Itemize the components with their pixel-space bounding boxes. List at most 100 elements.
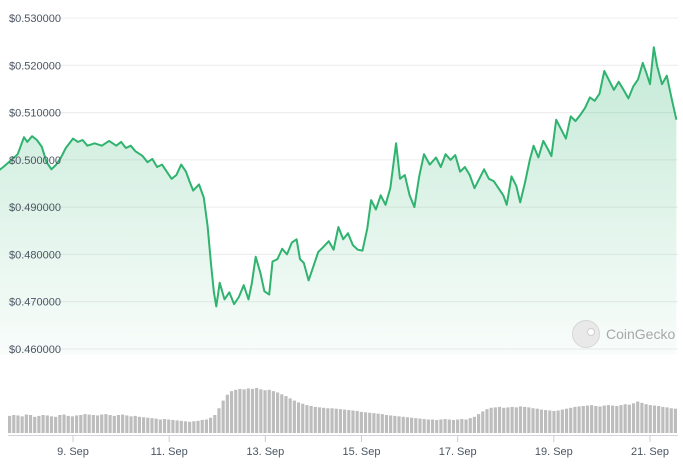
volume-bar <box>162 419 167 433</box>
volume-bar <box>146 417 150 433</box>
volume-bar <box>83 414 87 433</box>
volume-bar <box>422 419 426 433</box>
volume-bar <box>54 416 58 433</box>
volume-bar <box>284 396 288 433</box>
volume-bar <box>116 415 121 433</box>
volume-bar <box>225 394 229 433</box>
coingecko-watermark: CoinGecko <box>572 319 675 349</box>
volume-bar <box>246 388 250 433</box>
x-tick-label: 15. Sep <box>343 446 381 458</box>
volume-bar <box>330 408 334 433</box>
x-tick-label: 21. Sep <box>631 446 669 458</box>
volume-bar <box>343 409 347 433</box>
volume-bar <box>657 406 661 433</box>
volume-bar <box>485 409 489 433</box>
volume-bar <box>142 417 146 433</box>
volume-bar <box>104 414 108 433</box>
volume-bar <box>548 410 552 433</box>
y-tick-label: $0.470000 <box>9 297 61 309</box>
volume-bar <box>334 408 338 433</box>
volume-bar <box>615 406 619 433</box>
volume-bar <box>158 419 162 433</box>
volume-bar <box>125 415 129 433</box>
volume-bar <box>296 402 301 433</box>
volume-bar <box>338 409 342 433</box>
volume-bar <box>196 420 200 433</box>
volume-bar <box>414 418 418 433</box>
x-tick-label: 19. Sep <box>535 446 573 458</box>
volume-bar <box>535 408 539 433</box>
volume-bar <box>204 419 208 433</box>
volume-bar <box>200 419 204 433</box>
y-tick-label: $0.460000 <box>9 344 61 356</box>
x-tick-label: 17. Sep <box>439 446 477 458</box>
volume-bar <box>255 388 259 433</box>
volume-bar <box>95 415 100 433</box>
volume-bar <box>451 419 456 433</box>
volume-bar <box>171 419 175 433</box>
volume-bar <box>430 419 435 433</box>
volume-bar <box>405 417 409 433</box>
volume-bar <box>213 415 217 433</box>
volume-bar <box>137 416 141 433</box>
volume-bar <box>121 414 125 433</box>
volume-bar <box>259 389 263 433</box>
volume-bar <box>271 391 275 433</box>
volume-bar <box>410 417 414 433</box>
volume-bar <box>280 394 284 433</box>
volume-bar <box>640 402 644 433</box>
volume-bar <box>397 416 401 433</box>
volume-bar <box>263 390 267 433</box>
volume-bar <box>564 408 569 433</box>
volume-bar <box>636 401 640 433</box>
volume-bar <box>606 405 610 433</box>
volume-bar <box>418 418 422 433</box>
volume-bar <box>313 406 317 433</box>
x-tick-label: 9. Sep <box>57 446 89 458</box>
volume-bar <box>112 415 116 433</box>
volume-bar <box>33 416 37 433</box>
volume-bar <box>309 406 313 433</box>
x-tick-label: 11. Sep <box>151 446 188 458</box>
volume-bar <box>556 410 560 433</box>
volume-bar <box>238 388 242 433</box>
volume-bar <box>8 415 12 433</box>
volume-bar <box>493 407 497 433</box>
volume-bar <box>234 389 238 433</box>
volume-bar <box>20 416 24 433</box>
volume-bar <box>129 416 133 433</box>
volume-bar <box>242 389 246 433</box>
volume-bar <box>472 416 476 433</box>
volume-bar <box>552 410 556 433</box>
volume-bar <box>62 414 66 433</box>
volume-bar <box>523 406 527 433</box>
volume-bar <box>380 414 384 433</box>
volume-bar <box>426 419 430 433</box>
volume-bar <box>183 421 188 433</box>
volume-bar <box>393 415 397 433</box>
volume-bar <box>305 405 309 433</box>
volume-bar <box>322 407 326 433</box>
volume-bar <box>389 415 393 433</box>
volume-bar <box>661 406 665 433</box>
volume-bar <box>28 415 33 433</box>
y-tick-label: $0.510000 <box>9 108 61 120</box>
volume-bar <box>267 389 271 433</box>
volume-bar <box>24 414 28 433</box>
volume-bar <box>518 406 523 433</box>
volume-bar <box>347 410 351 433</box>
y-tick-label: $0.500000 <box>9 155 61 167</box>
y-tick-label: $0.520000 <box>9 60 61 72</box>
volume-bar <box>250 388 255 433</box>
volume-bar <box>363 412 368 433</box>
volume-bar <box>301 403 305 433</box>
volume-bar <box>489 407 493 433</box>
volume-bar <box>510 406 514 433</box>
volume-bar <box>527 407 531 433</box>
volume-bar <box>468 418 472 433</box>
volume-bar <box>652 405 657 433</box>
volume-bar <box>439 419 443 433</box>
volume-bar <box>221 400 225 433</box>
volume-bar <box>665 407 669 433</box>
